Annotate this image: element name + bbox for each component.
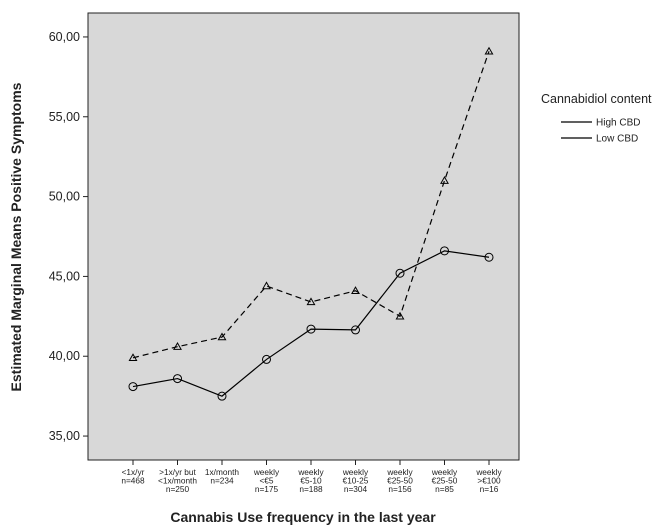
data-point-low-cbd <box>440 176 449 184</box>
data-point-high-cbd <box>440 246 449 256</box>
x-tick-label: weekly <€5 n=175 <box>253 467 280 494</box>
y-tick-label: 45,00 <box>49 269 80 283</box>
legend-title: Cannabidiol content <box>541 92 652 106</box>
y-tick-label: 35,00 <box>49 429 80 443</box>
series-line-low-cbd <box>132 51 490 359</box>
data-point-low-cbd <box>351 286 360 294</box>
data-point-low-cbd <box>217 332 227 341</box>
data-point-low-cbd <box>484 46 494 55</box>
x-tick-label: >1x/yr but <1x/month n=250 <box>158 467 197 494</box>
x-tick-label: weekly €10-25 n=304 <box>342 467 369 494</box>
data-point-high-cbd <box>484 252 494 262</box>
y-tick-label: 55,00 <box>49 110 80 124</box>
y-tick-label: 50,00 <box>49 190 80 204</box>
legend: Cannabidiol content High CBD Low CBD <box>541 92 652 145</box>
data-point-low-cbd <box>128 353 138 362</box>
data-point-low-cbd <box>306 297 316 306</box>
y-tick-label: 40,00 <box>49 349 80 363</box>
x-tick-label: 1x/month n=234 <box>205 467 240 486</box>
data-point-low-cbd <box>395 311 405 320</box>
legend-label-high-cbd: High CBD <box>596 118 640 129</box>
series-layer <box>128 46 494 401</box>
data-point-high-cbd <box>351 325 360 335</box>
x-axis: <1x/yr n=468 >1x/yr but <1x/month n=250 1x/mo… <box>121 460 503 494</box>
y-tick-label: 60,00 <box>49 30 80 44</box>
y-axis: 35,00 40,00 45,00 50,00 55,00 60,00 <box>49 30 88 443</box>
x-tick-label: weekly €25-50 n=85 <box>431 467 458 494</box>
data-point-high-cbd <box>173 374 182 384</box>
x-tick-label: weekly €5-10 n=188 <box>297 467 324 494</box>
y-axis-title: Estimated Marginal Means Positive Sympto… <box>8 82 24 391</box>
x-tick-label: weekly >€100 n=16 <box>475 467 502 494</box>
data-point-high-cbd <box>395 268 405 278</box>
data-point-low-cbd <box>262 281 271 290</box>
data-point-high-cbd <box>306 324 316 334</box>
data-point-high-cbd <box>128 382 138 392</box>
series-line-high-cbd <box>132 250 490 397</box>
x-axis-title: Cannabis Use frequency in the last year <box>170 509 436 525</box>
data-point-high-cbd <box>262 354 271 364</box>
plot-area <box>87 12 520 461</box>
data-point-high-cbd <box>217 391 227 401</box>
data-point-low-cbd <box>173 342 182 350</box>
x-tick-label: <1x/yr n=468 <box>121 467 145 486</box>
x-tick-label: weekly €25-50 n=156 <box>386 467 413 494</box>
legend-label-low-cbd: Low CBD <box>596 134 638 145</box>
